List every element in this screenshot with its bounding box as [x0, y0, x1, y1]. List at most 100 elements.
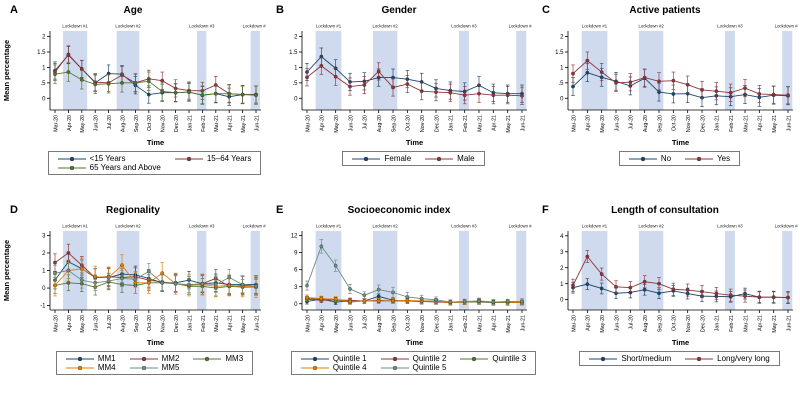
data-point-marker: [362, 293, 367, 298]
legend-marker: [77, 356, 82, 361]
series-65-years-and-above: [53, 62, 258, 105]
legend-entry: Quintile 1: [300, 354, 367, 363]
x-tick-label: May-20: [334, 315, 340, 333]
data-point-marker: [160, 89, 165, 94]
lockdown-band: [638, 31, 664, 110]
legend-swatch: [65, 365, 94, 370]
x-tick-label: Dec-20: [174, 315, 180, 332]
legend-entry: <15 Years: [57, 154, 161, 163]
x-tick-label: Jul-20: [629, 115, 635, 129]
lockdown-band: [458, 31, 469, 110]
y-tick-label: 2: [560, 266, 564, 272]
data-point-marker: [376, 299, 381, 303]
data-point-marker: [714, 291, 719, 296]
legend-entry: Short/medium: [589, 354, 671, 363]
data-point-marker: [462, 93, 467, 98]
legend-marker: [141, 356, 146, 361]
legend-marker: [472, 356, 477, 361]
x-tick-label: Jun-20: [348, 115, 354, 131]
legend-box: MM1 MM2 MM3 MM4 MM5: [55, 351, 254, 375]
lockdown-label: Lockdown #1: [582, 24, 608, 29]
series-line: [54, 53, 256, 96]
legend-marker: [312, 365, 317, 370]
chart-C: Lockdown #1 Lockdown #2 Lockdown #3 Lockdow…: [555, 24, 798, 148]
y-tick-label: 9: [294, 251, 298, 257]
data-point-marker: [146, 79, 151, 84]
x-tick-label: May-21: [772, 315, 778, 333]
y-tick-label: 1.5: [289, 50, 298, 56]
x-tick-label: Jun-21: [520, 315, 526, 331]
legend-box: <15 Years 15–64 Years 65 Years and Above: [47, 151, 262, 175]
x-tick-label: May-20: [80, 315, 86, 333]
data-point-marker: [213, 282, 218, 287]
x-tick-label: Jul-20: [363, 315, 369, 329]
legend-swatch: [460, 356, 489, 361]
lockdown-band: [782, 231, 793, 310]
data-point-marker: [520, 299, 524, 304]
x-tick-label: Mar-21: [743, 115, 749, 132]
legend-marker: [697, 356, 702, 361]
x-tick-label: Apr-21: [492, 315, 498, 331]
series-yes: [571, 51, 790, 105]
data-point-marker: [319, 296, 324, 301]
x-tick-label: Mar-21: [477, 115, 483, 132]
legend-swatch: [193, 356, 222, 361]
series-male: [305, 56, 524, 105]
lockdown-band: [581, 231, 608, 310]
legend-entry: No: [628, 154, 671, 163]
x-tick-label: Jan-21: [715, 315, 721, 331]
legend-swatch: [589, 356, 618, 361]
x-axis-title: Time: [672, 338, 689, 347]
data-point-marker: [200, 93, 205, 98]
x-tick-label: Mar-20: [571, 115, 577, 132]
y-tick-label: 3: [560, 250, 564, 256]
legend-box: No Yes: [618, 151, 741, 166]
data-point-marker: [200, 281, 205, 286]
legend-marker: [392, 356, 397, 361]
chart-F: Lockdown #1 Lockdown #2 Lockdown #3 Lockdow…: [560, 224, 798, 348]
lockdown-band: [581, 31, 608, 110]
legend-label: Female: [384, 154, 412, 163]
data-point-marker: [448, 90, 453, 95]
legend-swatch: [57, 165, 86, 170]
legend-entry: Long/very long: [685, 354, 770, 363]
lockdown-band: [250, 231, 261, 310]
lockdown-band: [197, 231, 207, 310]
x-tick-label: Feb-21: [463, 115, 469, 132]
x-tick-label: Jun-20: [614, 115, 620, 131]
chart-E: Lockdown #1 Lockdown #2 Lockdown #3 Lockdow…: [291, 224, 532, 348]
legend-marker: [69, 165, 74, 170]
x-tick-label: Oct-20: [406, 115, 412, 131]
x-tick-label: Nov-20: [420, 115, 426, 132]
series-line: [572, 255, 789, 299]
x-tick-label: Jul-20: [363, 115, 369, 129]
lockdown-label: Lockdown #2: [638, 224, 664, 229]
legend-label: Quintile 4: [332, 363, 367, 372]
x-tick-label: Jan-21: [187, 115, 193, 131]
legend-marker: [640, 156, 645, 161]
data-point-marker: [419, 89, 424, 94]
y-tick-label: 2: [42, 251, 46, 257]
x-tick-label: Dec-20: [434, 315, 440, 332]
lockdown-label: Lockdown #3: [717, 24, 743, 29]
legend-marker: [601, 356, 606, 361]
panel-regionality: D Regionality Lockdown #1 Lockdown #2 Lock…: [0, 200, 266, 400]
lockdown-label: Lockdown #2: [372, 24, 398, 29]
legend-socioeconomic-index: Quintile 1 Quintile 2 Quintile 3 Quintile 4…: [290, 351, 537, 375]
data-point-marker: [187, 90, 191, 94]
legend-marker: [77, 365, 82, 370]
plot-area-length-of-consultation: Lockdown #1 Lockdown #2 Lockdown #3 Lockdow…: [532, 218, 798, 350]
x-tick-label: Mar-21: [214, 315, 220, 332]
x-tick-label: May-20: [80, 115, 86, 133]
data-point-marker: [728, 90, 733, 95]
plot-area-active-patients: Lockdown #1 Lockdown #2 Lockdown #3 Lockdow…: [532, 18, 798, 150]
x-tick-label: Jun-21: [254, 115, 260, 131]
x-tick-label: Feb-21: [729, 315, 735, 332]
data-point-marker: [685, 288, 690, 292]
panel-gender: B Gender Lockdown #1 Lockdown #2 Lockdown …: [266, 0, 532, 200]
plot-area-age: Lockdown #1 Lockdown #2 Lockdown #3 Lockdow…: [0, 18, 266, 150]
legend-entry: 15–64 Years: [174, 154, 251, 163]
data-point-marker: [700, 289, 704, 294]
x-tick-label: Apr-20: [586, 115, 592, 131]
